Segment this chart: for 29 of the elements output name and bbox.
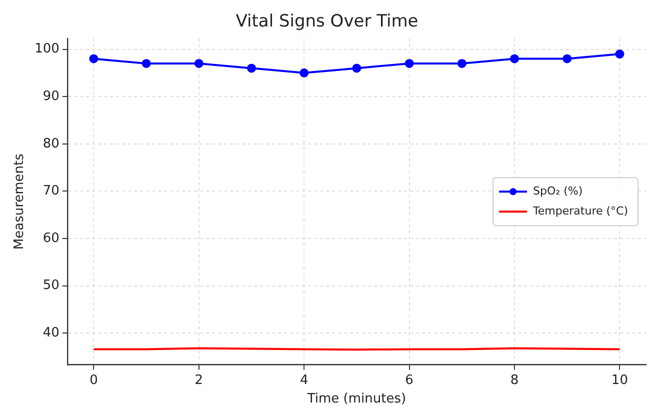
point xyxy=(194,58,204,68)
y-tick-label: 40 xyxy=(42,325,60,340)
legend-label: Temperature (°C) xyxy=(532,204,628,218)
chart-title: Vital Signs Over Time xyxy=(236,12,418,32)
point xyxy=(404,58,414,68)
y-axis-title: Measurements xyxy=(12,153,28,250)
y-tick-label: 50 xyxy=(42,278,60,294)
legend-label: SpO₂ (%) xyxy=(533,184,583,198)
x-tick-label: 0 xyxy=(90,372,98,388)
point xyxy=(352,64,362,73)
y-tick-label: 70 xyxy=(42,184,60,199)
x-tick-label: 8 xyxy=(510,372,519,388)
y-tick-label: 80 xyxy=(42,136,60,152)
x-tick-label: 4 xyxy=(300,372,308,388)
point xyxy=(615,50,624,59)
point xyxy=(562,54,572,64)
y-tick-label: 90 xyxy=(42,88,60,104)
x-tick-label: 10 xyxy=(611,372,628,388)
y-tick-label: 60 xyxy=(42,230,60,246)
x-tick-label: 2 xyxy=(194,372,204,388)
point xyxy=(457,58,466,68)
point xyxy=(510,54,520,64)
y-tick-label: 100 xyxy=(34,42,60,57)
point xyxy=(300,68,309,78)
x-tick-label: 6 xyxy=(405,372,414,388)
x-axis-title: Time (minutes) xyxy=(306,392,406,407)
point xyxy=(142,58,151,68)
point xyxy=(89,54,98,64)
point xyxy=(247,64,256,73)
